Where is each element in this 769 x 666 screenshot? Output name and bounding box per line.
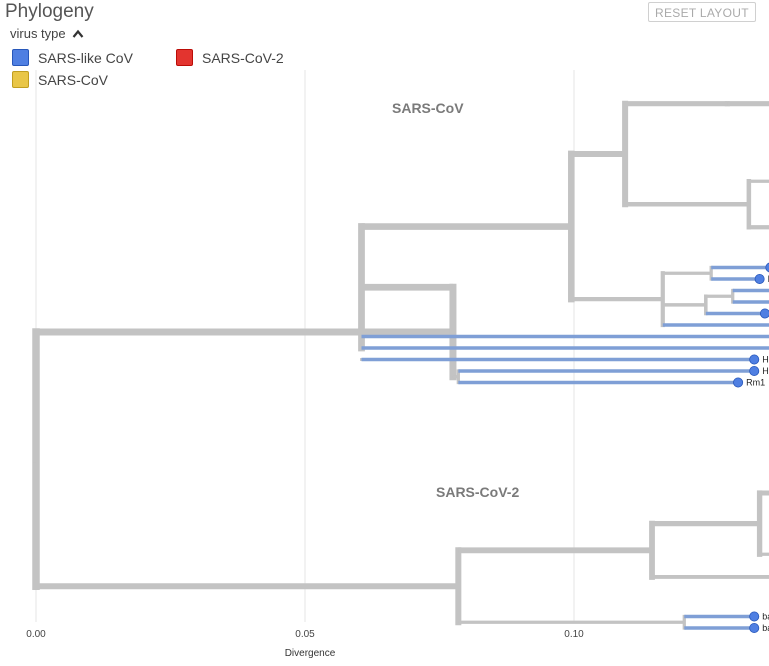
chevron-up-icon xyxy=(72,29,83,38)
clade-label-sars-cov: SARS-CoV xyxy=(392,100,464,116)
legend-swatch-sars-cov-2 xyxy=(176,49,193,66)
tip-label: Rs4081 xyxy=(768,274,769,284)
legend-swatch-sars-like xyxy=(12,49,29,66)
x-axis-title: Divergence xyxy=(285,648,336,659)
legend-label-sars-cov: SARS-CoV xyxy=(38,71,109,88)
legend-toggle[interactable]: virus type xyxy=(10,26,84,41)
tip-label: bat_SL_CoVZXC21 xyxy=(762,623,769,633)
tip-label: Rm1 xyxy=(746,378,765,388)
clade-label-sars-cov-2: SARS-CoV-2 xyxy=(436,484,519,500)
reset-layout-button[interactable]: RESET LAYOUT xyxy=(648,2,756,22)
legend-label-sars-like: SARS-like CoV xyxy=(38,49,133,66)
tip-marker[interactable] xyxy=(733,377,744,388)
x-tick-label: 0.00 xyxy=(26,629,46,640)
legend-swatch-sars-cov xyxy=(12,71,29,88)
tip-label: HKU3_2 xyxy=(762,366,769,376)
legend-label-sars-cov-2: SARS-CoV-2 xyxy=(202,49,284,66)
x-tick-label: 0.05 xyxy=(295,629,315,640)
tip-marker[interactable] xyxy=(765,262,769,273)
tree-branches xyxy=(32,100,769,630)
tip-marker[interactable] xyxy=(749,365,760,376)
legend-toggle-label: virus type xyxy=(10,26,66,41)
tree-tips: TW3TW1Tor2CUHK_AG03TW8TW7GDH_BJH01GZ0401… xyxy=(733,262,769,634)
legend-item-sars-like[interactable]: SARS-like CoV xyxy=(12,49,133,66)
legend-item-sars-cov[interactable]: SARS-CoV xyxy=(12,71,108,88)
x-axis: 0.000.050.100.150.20 xyxy=(26,629,584,640)
grid-lines xyxy=(35,70,575,622)
tip-label: bat_SL_CoVZC45 xyxy=(762,612,769,622)
legend-item-sars-cov-2[interactable]: SARS-CoV-2 xyxy=(176,49,284,66)
tip-marker[interactable] xyxy=(749,354,760,365)
tip-marker[interactable] xyxy=(749,611,760,622)
tip-marker[interactable] xyxy=(749,623,760,634)
tip-marker[interactable] xyxy=(759,308,769,319)
x-tick-label: 0.10 xyxy=(564,629,584,640)
page-title: Phylogeny xyxy=(5,1,94,22)
tip-label: HKU3_5 xyxy=(762,355,769,365)
tip-marker[interactable] xyxy=(754,273,765,284)
